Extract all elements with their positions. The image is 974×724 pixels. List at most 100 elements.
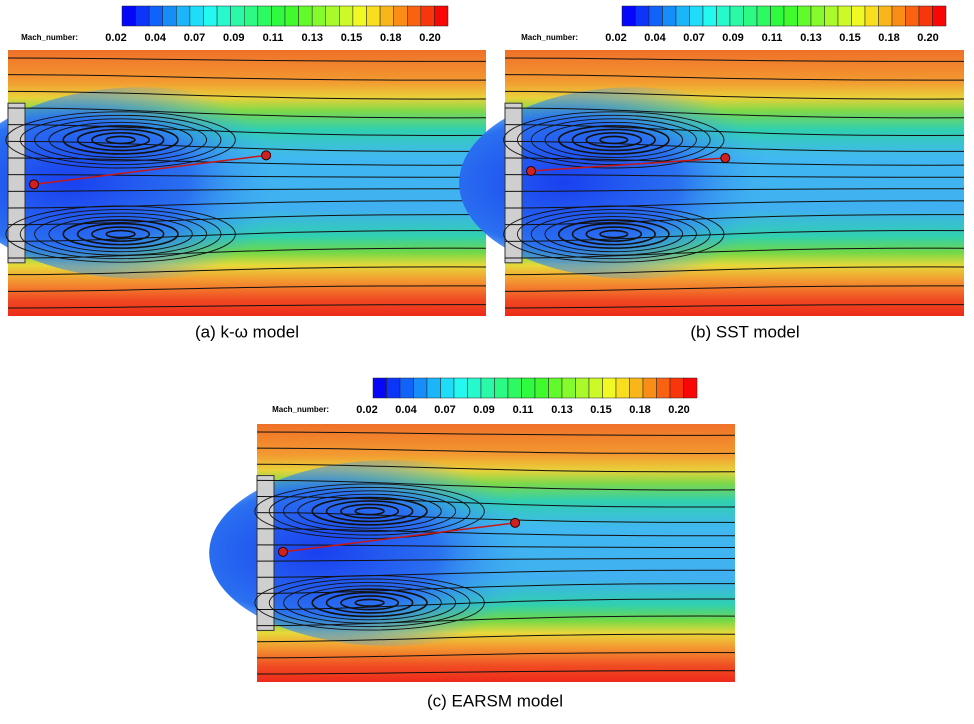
colorbar-swatch (434, 5, 449, 27)
streamline (7, 188, 487, 192)
vortex-streamline (254, 483, 485, 539)
colorbar-swatch (244, 5, 259, 27)
vortex-streamline (544, 121, 684, 158)
streamline (504, 304, 965, 309)
colorbar-swatch (480, 377, 495, 399)
colorbar-tick-label: 0.02 (356, 404, 377, 416)
colorbar-tick-label: 0.15 (590, 404, 611, 416)
colorbar-swatch (702, 5, 717, 27)
colorbar-swatch (635, 5, 650, 27)
streamline (256, 558, 736, 562)
colorbar-swatch (189, 5, 204, 27)
colorbar-swatch (615, 377, 630, 399)
vortex-streamline (34, 118, 208, 162)
streamline (504, 74, 965, 81)
vortex-streamline (5, 111, 236, 169)
marker (261, 150, 272, 161)
colorbar-tick-label: 0.09 (223, 32, 244, 44)
streamline (256, 583, 736, 594)
streamline (504, 107, 965, 119)
flow-field (209, 424, 736, 682)
colorbar-swatch (284, 5, 299, 27)
vortex-streamline (544, 216, 684, 253)
caption: (b) SST model (690, 322, 799, 341)
colorbar-swatch (467, 377, 482, 399)
colorbar-swatch (621, 5, 636, 27)
recirculation-length (282, 522, 516, 553)
vortex-streamline (585, 226, 643, 242)
colorbar-swatch (366, 5, 381, 27)
colorbar-tick-label: 0.07 (683, 32, 704, 44)
streamline (256, 544, 736, 548)
colorbar-tick-label: 0.11 (762, 32, 783, 44)
vortex-streamline (76, 128, 165, 152)
vortex-streamline (325, 500, 414, 523)
streamline (7, 57, 487, 62)
colorbar-swatch (325, 5, 340, 27)
vortex-streamline (62, 125, 179, 155)
colorbar-swatch (257, 5, 272, 27)
recirculation-length (530, 157, 726, 172)
marker (29, 179, 39, 190)
streamline (7, 140, 487, 152)
colorbar-swatch (386, 377, 401, 399)
colorbar-swatch (203, 5, 218, 27)
colorbar-swatch (878, 5, 893, 27)
colorbar-swatch (413, 377, 428, 399)
colorbar-swatch (230, 5, 245, 27)
vortex-streamline (311, 496, 428, 526)
colorbar-swatch (648, 5, 663, 27)
colorbar: Mach_number: 0.02 0.04 0.07 0.09 0.11 0.13 0.15… (21, 5, 449, 44)
vortex-streamline (34, 212, 208, 256)
colorbar-swatch (837, 5, 852, 27)
vortex-streamline (516, 114, 711, 165)
vortex-streamline (297, 585, 442, 621)
colorbar-tick-label: 0.20 (917, 32, 938, 44)
streamline (7, 124, 487, 137)
streamline (256, 569, 736, 578)
colorbar-tick-label: 0.15 (341, 32, 362, 44)
streamline (256, 496, 736, 508)
panel: Mach_number: 0.02 0.04 0.07 0.09 0.11 0.13 0.15… (209, 377, 736, 710)
colorbar-swatch (393, 5, 408, 27)
colorbar-swatch (561, 377, 576, 399)
bluff-body (256, 475, 275, 631)
streamline (256, 633, 736, 643)
vortex-streamline (91, 226, 151, 242)
vortex-streamline (76, 222, 165, 246)
colorbar-swatch (507, 377, 522, 399)
colorbar-swatch (379, 5, 394, 27)
vortex-streamline (530, 118, 697, 162)
vortex-streamline (19, 114, 222, 165)
vortex-streamline (557, 125, 670, 155)
colorbar-swatch (352, 5, 367, 27)
colorbar-tick-label: 0.13 (302, 32, 323, 44)
streamline (504, 90, 965, 100)
colorbar-swatch (298, 5, 313, 27)
colorbar-swatch (918, 5, 933, 27)
colorbar-swatch (716, 5, 731, 27)
colorbar-tick-label: 0.02 (105, 32, 126, 44)
colorbar-swatch (162, 5, 177, 27)
colorbar-swatch (891, 5, 906, 27)
flow-field (0, 50, 487, 316)
colorbar-swatch (669, 377, 684, 399)
streamline (7, 74, 487, 81)
colorbar-label: Mach_number: (521, 33, 578, 42)
streamline (7, 266, 487, 276)
vortex-streamline (571, 222, 656, 246)
colorbar-swatch (148, 5, 164, 27)
colorbar-swatch (770, 5, 785, 27)
colorbar: Mach_number: 0.02 0.04 0.07 0.09 0.11 0.13 0.15… (272, 377, 698, 416)
colorbar-swatch (440, 377, 455, 399)
vortex-streamline (91, 132, 151, 148)
colorbar-swatch (521, 377, 536, 399)
streamline (504, 247, 965, 259)
colorbar-swatch (662, 5, 677, 27)
vortex-streamline (557, 219, 670, 249)
colorbar-tick-label: 0.13 (551, 404, 572, 416)
colorbar-swatch (339, 5, 354, 27)
colorbar-swatch (216, 5, 231, 27)
panel: Mach_number: 0.02 0.04 0.07 0.09 0.11 0.13 0.15… (0, 5, 487, 341)
streamline (256, 431, 736, 436)
